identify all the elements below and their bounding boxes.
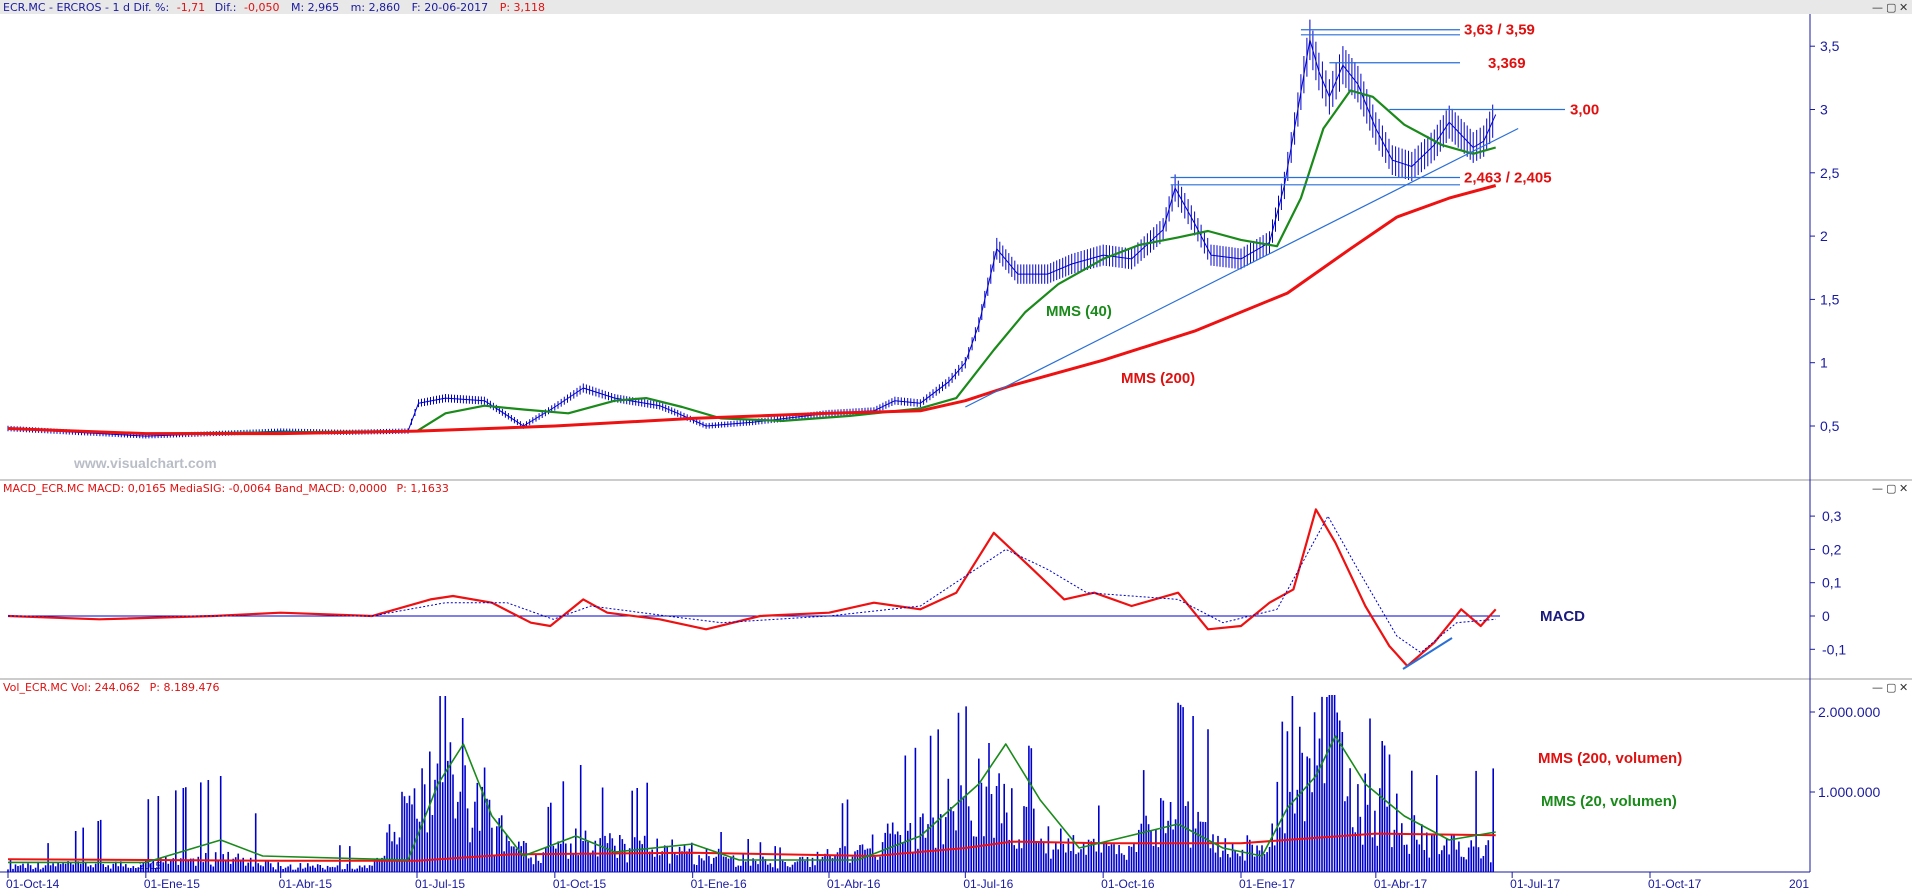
- macd-tick-label: 0: [1822, 608, 1830, 624]
- close-icon[interactable]: ✕: [1899, 1, 1908, 14]
- maximize-icon[interactable]: ▢: [1886, 681, 1896, 694]
- maximize-icon[interactable]: ▢: [1886, 482, 1896, 495]
- x-tick-label: 01-Ene-16: [691, 877, 747, 891]
- volume-panel-header: Vol_ECR.MC Vol: 244.062 P: 8.189.476: [3, 681, 219, 694]
- x-tick-label: 01-Jul-16: [963, 877, 1013, 891]
- macd-plot: [7, 508, 1500, 670]
- series-mms-200-volumen: [7, 832, 1496, 862]
- y-tick-label: 2: [1820, 228, 1828, 244]
- macd-panel-header: MACD_ECR.MC MACD: 0,0165 MediaSIG: -0,00…: [3, 482, 449, 495]
- price-high: M: 2,965: [291, 1, 339, 14]
- x-tick-label: 01-Jul-17: [1510, 877, 1560, 891]
- volume-window-buttons: — ▢ ✕: [1872, 681, 1908, 694]
- level-label: 2,463 / 2,405: [1464, 169, 1552, 186]
- series-precio: [7, 39, 1497, 437]
- series-mediasig: [8, 515, 1496, 654]
- price-panel-title: ECR.MC - ERCROS - 1 d Dif. %:: [3, 1, 169, 14]
- watermark: www.visualchart.com: [73, 455, 217, 471]
- macd-tick-label: 0,3: [1822, 508, 1842, 524]
- x-tick-label: 01-Oct-14: [6, 877, 60, 891]
- price-dif-label: Dif.:: [215, 1, 237, 14]
- price-low: m: 2,860: [351, 1, 400, 14]
- axes: 01-Oct-14 01-Ene-15 01-Abr-15 01-Jul-15 01-O…: [6, 38, 1880, 891]
- y-tick-label: 1: [1820, 355, 1828, 371]
- x-tick-label: 01-Oct-15: [553, 877, 607, 891]
- price-p-value: P: 3,118: [500, 1, 545, 14]
- macd-panel-title: MACD_ECR.MC MACD: 0,0165 MediaSIG: -0,00…: [3, 482, 387, 495]
- price-date: F: 20-06-2017: [412, 1, 489, 14]
- svg-text:MACD_ECR.MC MACD: 0,0165 Med: MACD_ECR.MC MACD: 0,0165 MediaSIG: -0,00…: [3, 482, 449, 495]
- x-tick-label: 01-Ene-17: [1239, 877, 1295, 891]
- price-dif-pct: -1,71: [177, 1, 205, 14]
- svg-text:Vol_ECR.MC Vol: 244.062: Vol_ECR.MC Vol: 244.062 P: 8.189.476: [3, 681, 219, 694]
- vol20-label: MMS (20, volumen): [1541, 793, 1677, 810]
- panel-frames: [0, 14, 1912, 873]
- mms200-label: MMS (200): [1121, 370, 1195, 387]
- trend-line: [965, 127, 1519, 408]
- macd-window-buttons: — ▢ ✕: [1872, 482, 1908, 495]
- price-plot: [7, 19, 1497, 439]
- volume-tick-label: 1.000.000: [1818, 784, 1880, 800]
- y-tick-label: 1,5: [1820, 291, 1840, 307]
- svg-text:ECR.MC - ERCROS - 1 d Dif. %: ECR.MC - ERCROS - 1 d Dif. %: -1,71 Dif.…: [3, 1, 545, 14]
- series-mms-20-volumen: [8, 735, 1496, 864]
- macd-tick-label: 0,1: [1822, 575, 1842, 591]
- price-dif-value: -0,050: [244, 1, 279, 14]
- y-tick-label: 0,5: [1820, 418, 1840, 434]
- x-tick-label: 01-Abr-16: [827, 877, 881, 891]
- macd-divergence-line: [1402, 637, 1453, 670]
- x-tick-label: 01-Oct-16: [1101, 877, 1155, 891]
- y-tick-label: 2,5: [1820, 165, 1840, 181]
- macd-label: MACD: [1540, 608, 1585, 625]
- macd-tick-label: 0,2: [1822, 541, 1842, 557]
- price-window-buttons: — ▢ ✕: [1872, 1, 1908, 14]
- price-levels: 3,63 / 3,59 3,369 3,00 2,463 / 2,405: [965, 22, 1599, 408]
- volume-tick-label: 2.000.000: [1818, 704, 1880, 720]
- level-label: 3,63 / 3,59: [1464, 22, 1535, 39]
- series-mms-40: [7, 89, 1496, 435]
- minimize-icon[interactable]: —: [1872, 482, 1883, 495]
- close-icon[interactable]: ✕: [1899, 482, 1908, 495]
- x-tick-label: 01-Abr-17: [1374, 877, 1428, 891]
- minimize-icon[interactable]: —: [1872, 1, 1883, 14]
- x-tick-label: 01-Oct-17: [1648, 877, 1702, 891]
- price-panel-header: ECR.MC - ERCROS - 1 d Dif. %: -1,71 Dif.…: [0, 0, 1912, 14]
- x-tick-label: 01-Ene-15: [144, 877, 200, 891]
- y-tick-label: 3: [1820, 102, 1828, 118]
- level-label: 3,369: [1488, 55, 1526, 72]
- volume-p-value: P: 8.189.476: [150, 681, 220, 694]
- x-tick-partial: 201: [1789, 877, 1809, 891]
- maximize-icon[interactable]: ▢: [1886, 1, 1896, 14]
- series-macd: [7, 508, 1497, 668]
- x-tick-label: 01-Jul-15: [415, 877, 465, 891]
- level-label: 3,00: [1570, 102, 1599, 119]
- mms40-label: MMS (40): [1046, 303, 1112, 320]
- minimize-icon[interactable]: —: [1872, 681, 1883, 694]
- series-mms-200: [7, 184, 1497, 436]
- macd-tick-label: -0,1: [1822, 641, 1846, 657]
- y-tick-label: 3,5: [1820, 38, 1840, 54]
- x-tick-label: 01-Abr-15: [279, 877, 333, 891]
- volume-panel-title: Vol_ECR.MC Vol: 244.062: [3, 681, 140, 694]
- macd-p-value: P: 1,1633: [397, 482, 449, 495]
- close-icon[interactable]: ✕: [1899, 681, 1908, 694]
- vol200-label: MMS (200, volumen): [1538, 750, 1682, 767]
- volume-plot: [7, 695, 1496, 872]
